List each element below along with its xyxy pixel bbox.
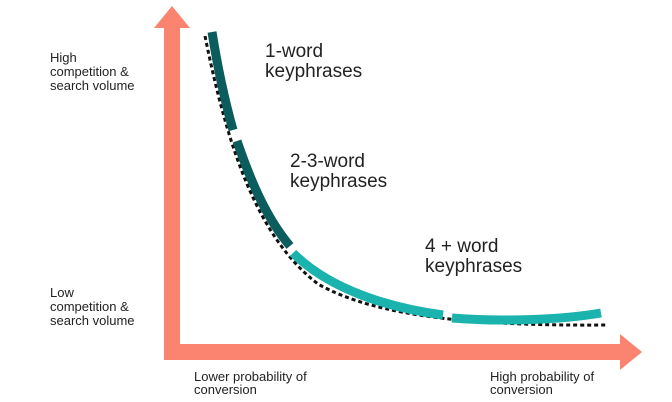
segment-label: keyphrases: [290, 171, 387, 192]
x-right-label: High probability of: [490, 369, 594, 384]
y-bottom-label: competition &: [50, 299, 129, 314]
x-axis-arrow: [164, 344, 622, 360]
segment-label: keyphrases: [425, 256, 522, 277]
curve-segment-3: [289, 249, 444, 320]
curve-segment-2: [232, 139, 294, 249]
y-top-label: search volume: [50, 78, 135, 93]
y-bottom-label: search volume: [50, 313, 135, 328]
segment-label: 1-word: [265, 41, 323, 62]
segment-label: 2-3-word: [290, 151, 365, 172]
x-axis-arrowhead: [620, 334, 642, 370]
x-left-label: Lower probability of: [194, 369, 307, 384]
y-top-label: competition &: [50, 64, 129, 79]
segment-label: 4 + word: [425, 236, 498, 257]
y-axis-arrow: [164, 26, 180, 360]
curve-segment-1: [207, 31, 238, 132]
y-axis-arrowhead: [154, 6, 190, 28]
x-right-label: conversion: [490, 382, 553, 397]
segment-label: keyphrases: [265, 61, 362, 82]
y-bottom-label: Low: [50, 285, 74, 300]
y-top-label: High: [50, 50, 77, 65]
curve-segment-4: [451, 308, 602, 325]
x-left-label: conversion: [194, 382, 257, 397]
